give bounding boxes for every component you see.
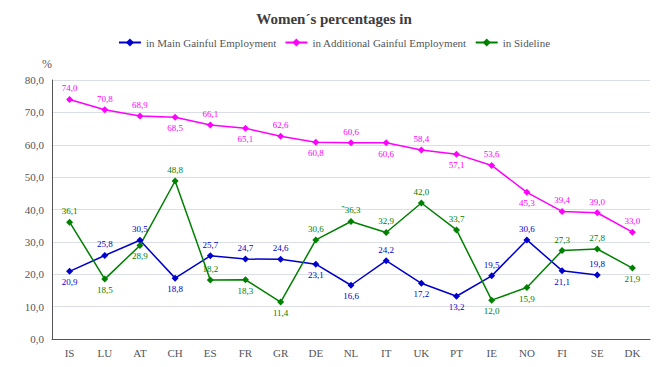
svg-text:21,9: 21,9 xyxy=(625,274,641,284)
svg-text:IE: IE xyxy=(487,347,498,359)
svg-text:LU: LU xyxy=(97,347,112,359)
svg-text:12,0: 12,0 xyxy=(484,306,500,316)
svg-text:23,1: 23,1 xyxy=(308,270,324,280)
svg-text:68,5: 68,5 xyxy=(167,123,183,133)
svg-text:70,0: 70,0 xyxy=(25,106,45,118)
svg-text:32,9: 32,9 xyxy=(378,216,394,226)
svg-text:24,7: 24,7 xyxy=(238,243,254,253)
svg-text:25,7: 25,7 xyxy=(202,240,218,250)
svg-text:30,5: 30,5 xyxy=(132,224,148,234)
svg-text:21,1: 21,1 xyxy=(554,277,570,287)
svg-text:60,6: 60,6 xyxy=(378,149,394,159)
svg-text:30,0: 30,0 xyxy=(25,236,45,248)
svg-text:50,0: 50,0 xyxy=(25,171,45,183)
svg-text:%: % xyxy=(42,57,52,71)
svg-text:18,3: 18,3 xyxy=(238,286,254,296)
svg-text:53,6: 53,6 xyxy=(484,149,500,159)
svg-text:30,6: 30,6 xyxy=(308,224,324,234)
svg-text:IS: IS xyxy=(65,347,75,359)
svg-text:16,6: 16,6 xyxy=(343,291,359,301)
svg-text:ES: ES xyxy=(204,347,217,359)
svg-text:FI: FI xyxy=(557,347,567,359)
svg-text:36,1: 36,1 xyxy=(62,206,78,216)
svg-text:57,1: 57,1 xyxy=(449,160,465,170)
svg-text:65,1: 65,1 xyxy=(238,134,254,144)
svg-text:60,8: 60,8 xyxy=(308,148,324,158)
svg-text:39,0: 39,0 xyxy=(589,197,605,207)
svg-text:15,9: 15,9 xyxy=(519,294,535,304)
svg-text:20,9: 20,9 xyxy=(62,277,78,287)
svg-text:28,9: 28,9 xyxy=(132,251,148,261)
svg-text:in Main Gainful Employment: in Main Gainful Employment xyxy=(146,37,276,49)
svg-text:60,6: 60,6 xyxy=(343,127,359,137)
svg-text:80,0: 80,0 xyxy=(25,74,45,86)
svg-text:13,2: 13,2 xyxy=(449,302,465,312)
svg-text:24,6: 24,6 xyxy=(273,243,289,253)
svg-text:18,5: 18,5 xyxy=(97,285,113,295)
svg-text:NL: NL xyxy=(344,347,359,359)
svg-text:18,2: 18,2 xyxy=(202,264,218,274)
svg-text:IT: IT xyxy=(381,347,392,359)
svg-text:27,3: 27,3 xyxy=(554,235,570,245)
svg-text:18,8: 18,8 xyxy=(167,284,183,294)
svg-text:‶36,3: ‶36,3 xyxy=(341,205,361,215)
svg-text:DE: DE xyxy=(308,347,323,359)
svg-text:CH: CH xyxy=(167,347,182,359)
svg-text:42,0: 42,0 xyxy=(413,187,429,197)
svg-text:19,8: 19,8 xyxy=(589,259,605,269)
svg-text:62,6: 62,6 xyxy=(273,120,289,130)
svg-text:58,4: 58,4 xyxy=(413,134,429,144)
svg-text:24,2: 24,2 xyxy=(378,245,394,255)
svg-text:33,7: 33,7 xyxy=(449,214,465,224)
svg-text:20,0: 20,0 xyxy=(25,268,45,280)
svg-text:10,0: 10,0 xyxy=(25,301,45,313)
svg-text:AT: AT xyxy=(133,347,147,359)
svg-text:Women´s percentages in: Women´s percentages in xyxy=(256,11,412,27)
svg-text:66,1: 66,1 xyxy=(202,109,218,119)
svg-text:60,0: 60,0 xyxy=(25,139,45,151)
svg-text:70,8: 70,8 xyxy=(97,94,113,104)
svg-text:in Additional Gainful Employme: in Additional Gainful Employment xyxy=(312,37,466,49)
svg-text:19,5: 19,5 xyxy=(484,260,500,270)
svg-text:GR: GR xyxy=(273,347,289,359)
svg-text:11,4: 11,4 xyxy=(273,308,289,318)
svg-text:33,0: 33,0 xyxy=(625,216,641,226)
svg-text:UK: UK xyxy=(413,347,429,359)
svg-text:40,0: 40,0 xyxy=(25,204,45,216)
svg-text:25,8: 25,8 xyxy=(97,239,113,249)
svg-text:27,8: 27,8 xyxy=(589,233,605,243)
svg-text:30,6: 30,6 xyxy=(519,224,535,234)
svg-text:in Sideline: in Sideline xyxy=(503,37,550,49)
svg-text:0,0: 0,0 xyxy=(30,333,44,345)
svg-text:FR: FR xyxy=(239,347,253,359)
svg-text:SE: SE xyxy=(591,347,604,359)
svg-text:DK: DK xyxy=(624,347,640,359)
svg-text:48,8: 48,8 xyxy=(167,165,183,175)
svg-text:45,3: 45,3 xyxy=(519,198,535,208)
svg-text:PT: PT xyxy=(450,347,463,359)
svg-text:NO: NO xyxy=(519,347,535,359)
svg-text:74,0: 74,0 xyxy=(62,83,78,93)
svg-text:39,4: 39,4 xyxy=(554,195,570,205)
svg-text:17,2: 17,2 xyxy=(413,289,429,299)
svg-text:68,9: 68,9 xyxy=(132,100,148,110)
